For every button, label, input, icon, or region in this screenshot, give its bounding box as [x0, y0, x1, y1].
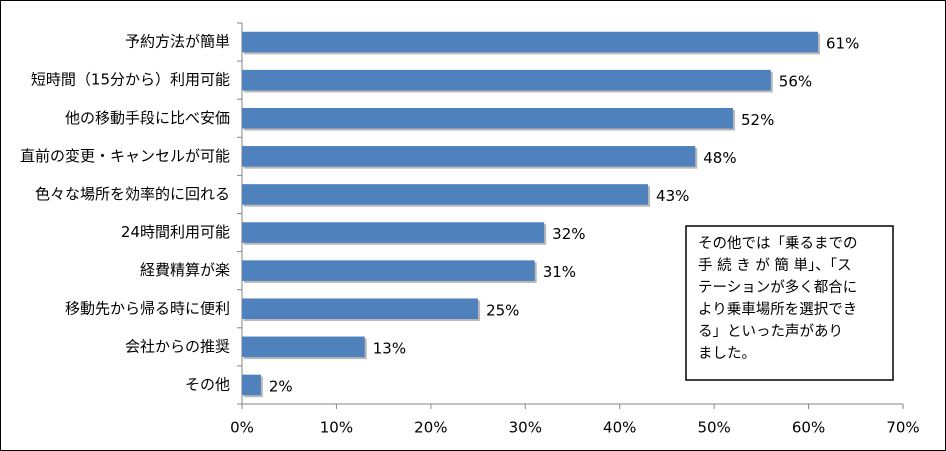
annotation-line: テーションが多く都合に: [698, 279, 857, 296]
bar: [242, 146, 696, 167]
value-label: 61%: [826, 35, 859, 53]
bar: [242, 69, 771, 91]
annotation-box: [685, 225, 894, 381]
value-label: 13%: [373, 339, 406, 357]
y-tick-label: 24時間利用可能: [121, 223, 230, 241]
y-tick-label: 移動先から帰る時に便利: [65, 299, 230, 317]
bar: [242, 184, 649, 205]
y-tick-label: 会社からの推奨: [125, 337, 230, 355]
y-tick-label: 経費精算が楽: [140, 261, 230, 279]
x-tick-label: 50%: [697, 419, 730, 437]
y-tick-label: 予約方法が簡単: [125, 33, 230, 51]
x-tick-label: 30%: [509, 419, 542, 437]
value-label: 48%: [703, 149, 736, 167]
annotation-line: その他では「乗るまでの: [698, 235, 858, 252]
bar: [242, 222, 545, 243]
bar: [242, 31, 819, 53]
x-tick-label: 60%: [792, 419, 825, 437]
x-tick-label: 40%: [603, 419, 636, 437]
bar: [242, 298, 479, 320]
annotation-line: より乗車場所を選択でき: [698, 301, 857, 318]
bar: [242, 336, 365, 358]
x-tick-label: 10%: [320, 419, 353, 437]
bar: [242, 374, 261, 396]
x-tick-label: 0%: [230, 419, 254, 437]
value-label: 43%: [656, 187, 689, 205]
y-tick-label: 短時間（15分から）利用可能: [31, 71, 230, 89]
value-label: 32%: [552, 225, 585, 243]
x-tick-label: 20%: [414, 419, 447, 437]
annotation-line: 手 続 き が 簡 単」、「ス: [698, 257, 852, 274]
value-label: 2%: [269, 377, 293, 395]
x-tick-label: 70%: [886, 419, 919, 437]
value-label: 25%: [486, 301, 519, 319]
y-tick-label: 色々な場所を効率的に回れる: [35, 185, 230, 203]
y-tick-label: 直前の変更・キャンセルが可能: [20, 147, 230, 165]
bar: [242, 260, 535, 281]
annotation-line: る」といった声があり: [698, 322, 843, 340]
annotation-line: ました。: [698, 345, 756, 362]
value-label: 56%: [779, 73, 812, 91]
value-label: 31%: [543, 263, 576, 281]
value-label: 52%: [741, 111, 774, 129]
y-tick-label: 他の移動手段に比べ安価: [65, 109, 230, 127]
y-tick-label: その他: [185, 375, 230, 393]
bar: [242, 107, 734, 129]
